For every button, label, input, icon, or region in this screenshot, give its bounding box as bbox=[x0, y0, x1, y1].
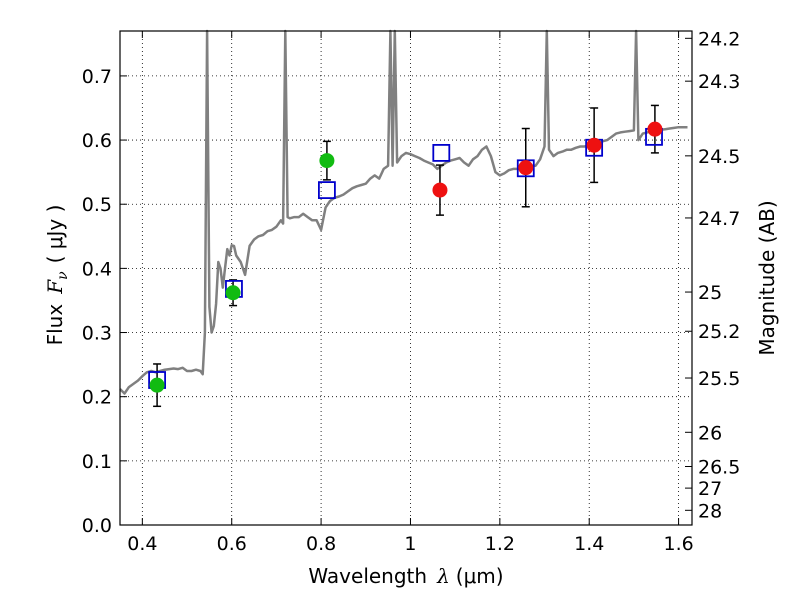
x-axis-label-symbol: λ bbox=[436, 564, 450, 588]
right-tick-label: 24.5 bbox=[698, 146, 740, 168]
y-tick-label: 0.5 bbox=[82, 194, 112, 216]
spectrum-layer bbox=[119, 29, 688, 395]
x-tick-label: 1 bbox=[404, 533, 416, 555]
right-tick-label: 25.2 bbox=[698, 321, 740, 343]
plot-frame bbox=[119, 30, 693, 526]
x-tick-label: 0.4 bbox=[127, 533, 157, 555]
y-axis-label-text: Flux bbox=[43, 304, 67, 346]
right-tick-label: 28 bbox=[698, 500, 722, 522]
model-photometry-square bbox=[318, 181, 336, 200]
observed-point bbox=[647, 121, 663, 137]
right-tick-label: 25.5 bbox=[698, 368, 740, 390]
observed-points-layer bbox=[149, 121, 663, 393]
model-photometry-square bbox=[432, 143, 451, 162]
right-tick-label: 25 bbox=[698, 282, 722, 304]
y-tick-label: 0.0 bbox=[82, 515, 112, 537]
observed-point bbox=[149, 377, 165, 393]
axis-ticks: 0.4 0.6 0.8 1 1.2 1.4 1.6 0.0 0.1 0.2 0.3 0.4 0.5 0.6… bbox=[82, 28, 741, 555]
observed-point bbox=[432, 182, 448, 198]
y-axis-label-subscript: ν bbox=[55, 271, 71, 280]
x-axis-label-unit: (μm) bbox=[456, 564, 504, 588]
observed-point bbox=[225, 285, 241, 301]
y-tick-label: 0.4 bbox=[82, 258, 112, 280]
y-tick-label: 0.6 bbox=[82, 130, 112, 152]
right-tick-label: 26.5 bbox=[698, 456, 740, 478]
right-tick-label: 27 bbox=[698, 478, 722, 500]
observed-point bbox=[319, 153, 335, 169]
y-tick-label: 0.1 bbox=[82, 451, 112, 473]
right-axis-label: Magnitude (AB) bbox=[755, 200, 779, 355]
y-axis-label: Flux Fν ( μJy ) bbox=[43, 205, 71, 346]
observed-point bbox=[586, 137, 602, 153]
right-tick-label: 24.7 bbox=[698, 208, 740, 230]
right-tick-label: 24.2 bbox=[698, 28, 740, 50]
x-tick-label: 0.8 bbox=[306, 533, 336, 555]
x-tick-label: 1.4 bbox=[574, 533, 604, 555]
x-tick-label: 1.2 bbox=[485, 533, 515, 555]
y-axis-label-unit: ( μJy ) bbox=[43, 205, 67, 264]
x-tick-label: 1.6 bbox=[663, 533, 693, 555]
right-tick-label: 26 bbox=[698, 422, 722, 444]
x-axis-label: Wavelength λ (μm) bbox=[308, 564, 503, 588]
model-spectrum-line bbox=[119, 29, 688, 395]
y-axis-label-symbol: F bbox=[43, 279, 67, 295]
y-tick-label: 0.3 bbox=[82, 323, 112, 345]
x-axis-label-text: Wavelength bbox=[308, 564, 427, 588]
observed-point bbox=[518, 160, 534, 176]
x-tick-label: 0.6 bbox=[217, 533, 247, 555]
y-tick-label: 0.7 bbox=[82, 66, 112, 88]
right-tick-label: 24.3 bbox=[698, 71, 740, 93]
y-tick-label: 0.2 bbox=[82, 387, 112, 409]
